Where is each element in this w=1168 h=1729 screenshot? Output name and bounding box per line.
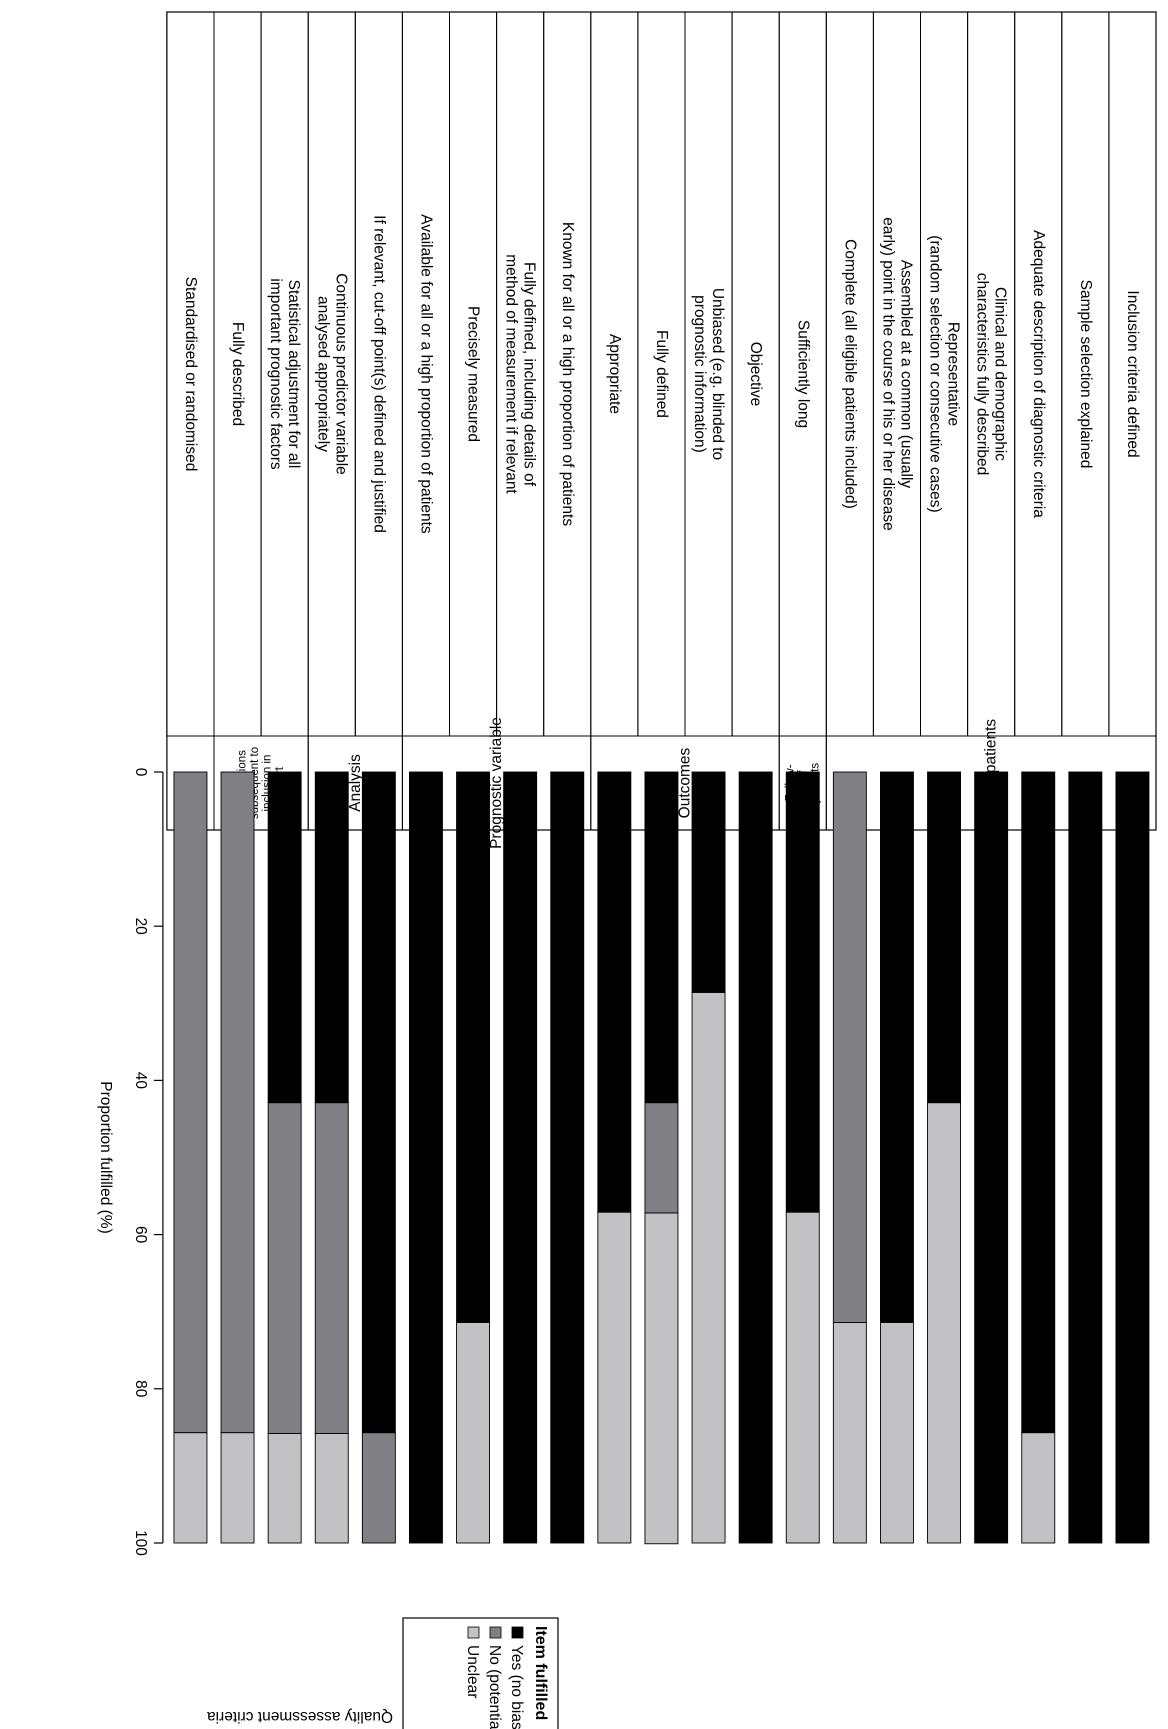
group-label: Outcomes <box>677 747 694 818</box>
bar-segment-unclear <box>314 1433 349 1544</box>
criterion-label: (random selection or consecutive cases) <box>927 235 944 512</box>
bar-segment-no <box>220 771 255 1434</box>
bar-segment-yes <box>409 771 443 1544</box>
legend-box <box>402 1617 559 1729</box>
bar-segment-yes <box>644 771 679 1104</box>
legend-swatch-no <box>489 1626 502 1639</box>
bar-segment-unclear <box>691 992 726 1544</box>
bar-segment-yes <box>503 771 538 1544</box>
bar-segment-yes <box>597 771 632 1213</box>
bar-segment-no <box>832 771 867 1323</box>
bar-segment-yes <box>1115 771 1150 1544</box>
x-tick-label: 80 <box>132 1380 149 1398</box>
bar-stack-area <box>173 771 1150 1545</box>
x-tick-label: 20 <box>132 918 149 936</box>
criterion-label: Available for all or a high proportion o… <box>417 214 434 534</box>
criterion-label: Continuous predictor variable <box>332 273 349 475</box>
x-tick-label: 60 <box>132 1226 149 1244</box>
criterion-label: Clinical and demographic <box>992 287 1009 461</box>
criterion-label: Fully described <box>229 322 246 426</box>
bar-segment-unclear <box>927 1102 962 1544</box>
criterion-label: Sufficiently long <box>794 320 811 428</box>
x-tick-label: 40 <box>132 1072 149 1090</box>
bar-segment-yes <box>927 771 962 1104</box>
bar-segment-yes <box>1021 771 1056 1434</box>
x-axis-label: Proportion fulfilled (%) <box>97 1081 114 1233</box>
criterion-label: characteristics fully described <box>974 273 991 475</box>
x-axis-ticks: 0 20 40 60 80 100 <box>132 768 163 1556</box>
bar-segment-unclear <box>644 1212 679 1545</box>
x-axis: 0 20 40 60 80 100 Proportion fulfilled (%) <box>97 768 164 1556</box>
bar-segment-unclear <box>173 1432 208 1544</box>
bar-segment-unclear <box>785 1211 820 1544</box>
legend-items: Yes (no bias) No (potential bias) Unclear <box>464 1626 525 1729</box>
group-label: Prognostic variable <box>488 717 505 849</box>
criterion-label: Representative <box>945 322 962 426</box>
bar-segment-unclear <box>597 1211 632 1544</box>
criterion-label: Sample selection explained <box>1077 280 1094 469</box>
bar-segment-unclear <box>832 1322 867 1544</box>
criteria-table: Inclusion criteria defined Sample selecti… <box>166 11 1157 849</box>
legend: Item fulfilled Yes (no bias) No (potentia… <box>402 1617 559 1729</box>
bar-segment-yes <box>456 771 490 1323</box>
criterion-label: Precisely measured <box>465 306 482 442</box>
criterion-label: Fully defined, including details of <box>521 262 538 487</box>
criterion-label: Statistical adjustment for all <box>285 280 302 469</box>
bar-segment-yes <box>314 771 349 1104</box>
legend-title: Item fulfilled <box>532 1626 549 1720</box>
group-label-line: Analysis <box>347 754 364 812</box>
legend-item-label: Yes (no bias) <box>508 1645 525 1729</box>
criterion-label: Objective <box>747 342 764 407</box>
bar-segment-yes <box>785 771 820 1213</box>
bar-segment-yes <box>1068 771 1103 1544</box>
group-label: Analysis <box>347 754 364 812</box>
criterion-label: prognostic information) <box>691 295 708 453</box>
bar-segment-yes <box>691 771 726 993</box>
side-axis-label: Quality assessment criteria <box>207 1708 393 1725</box>
legend-swatch-yes <box>511 1626 524 1639</box>
criterion-label: analysed appropriately <box>314 296 331 452</box>
bar-segment-unclear <box>220 1432 255 1544</box>
bar-segment-unclear <box>879 1322 914 1544</box>
group-label-line: Outcomes <box>677 747 694 818</box>
bar-segment-no <box>361 1432 396 1544</box>
criterion-label: Unbiased (e.g. blinded to <box>709 288 726 460</box>
group-label-line: Prognostic variable <box>488 717 505 849</box>
criterion-label: Complete (all eligible patients included… <box>841 239 858 509</box>
criterion-label: early) point in the course of his or her… <box>879 217 896 531</box>
legend-item-label: Unclear <box>464 1645 481 1698</box>
bar-segment-yes <box>974 771 1009 1544</box>
bar-segment-no <box>644 1102 679 1214</box>
criterion-label: Appropriate <box>606 334 623 414</box>
legend-item-label: No (potential bias) <box>486 1645 503 1729</box>
bar-segment-yes <box>738 771 773 1544</box>
criterion-label: Adequate description of diagnostic crite… <box>1030 230 1047 518</box>
criterion-label: Assembled at a common (usually <box>897 260 914 489</box>
bar-segment-no <box>267 1102 302 1434</box>
bar-segment-yes <box>361 771 396 1434</box>
criterion-label: Known for all or a high proportion of pa… <box>559 222 576 526</box>
criterion-label: If relevant, cut-off point(s) defined an… <box>370 215 387 533</box>
bar-segment-yes <box>550 771 585 1544</box>
bar-segment-unclear <box>1021 1432 1056 1544</box>
bar-segment-no <box>314 1102 349 1434</box>
criterion-label: method of measurement if relevant <box>503 254 520 494</box>
criterion-label: important prognostic factors <box>267 278 284 470</box>
criterion-label: Fully defined <box>653 330 670 418</box>
bar-segment-unclear <box>456 1322 490 1544</box>
criterion-label: Inclusion criteria defined <box>1124 290 1141 457</box>
x-tick-label: 0 <box>132 768 149 777</box>
bar-segment-yes <box>879 771 914 1323</box>
bar-segment-no <box>173 771 208 1434</box>
bar-segment-yes <box>267 771 302 1104</box>
bar-segment-unclear <box>267 1433 302 1544</box>
legend-swatch-unclear <box>467 1626 480 1639</box>
x-tick-label: 100 <box>132 1530 149 1556</box>
criterion-label: Standardised or randomised <box>182 277 199 472</box>
